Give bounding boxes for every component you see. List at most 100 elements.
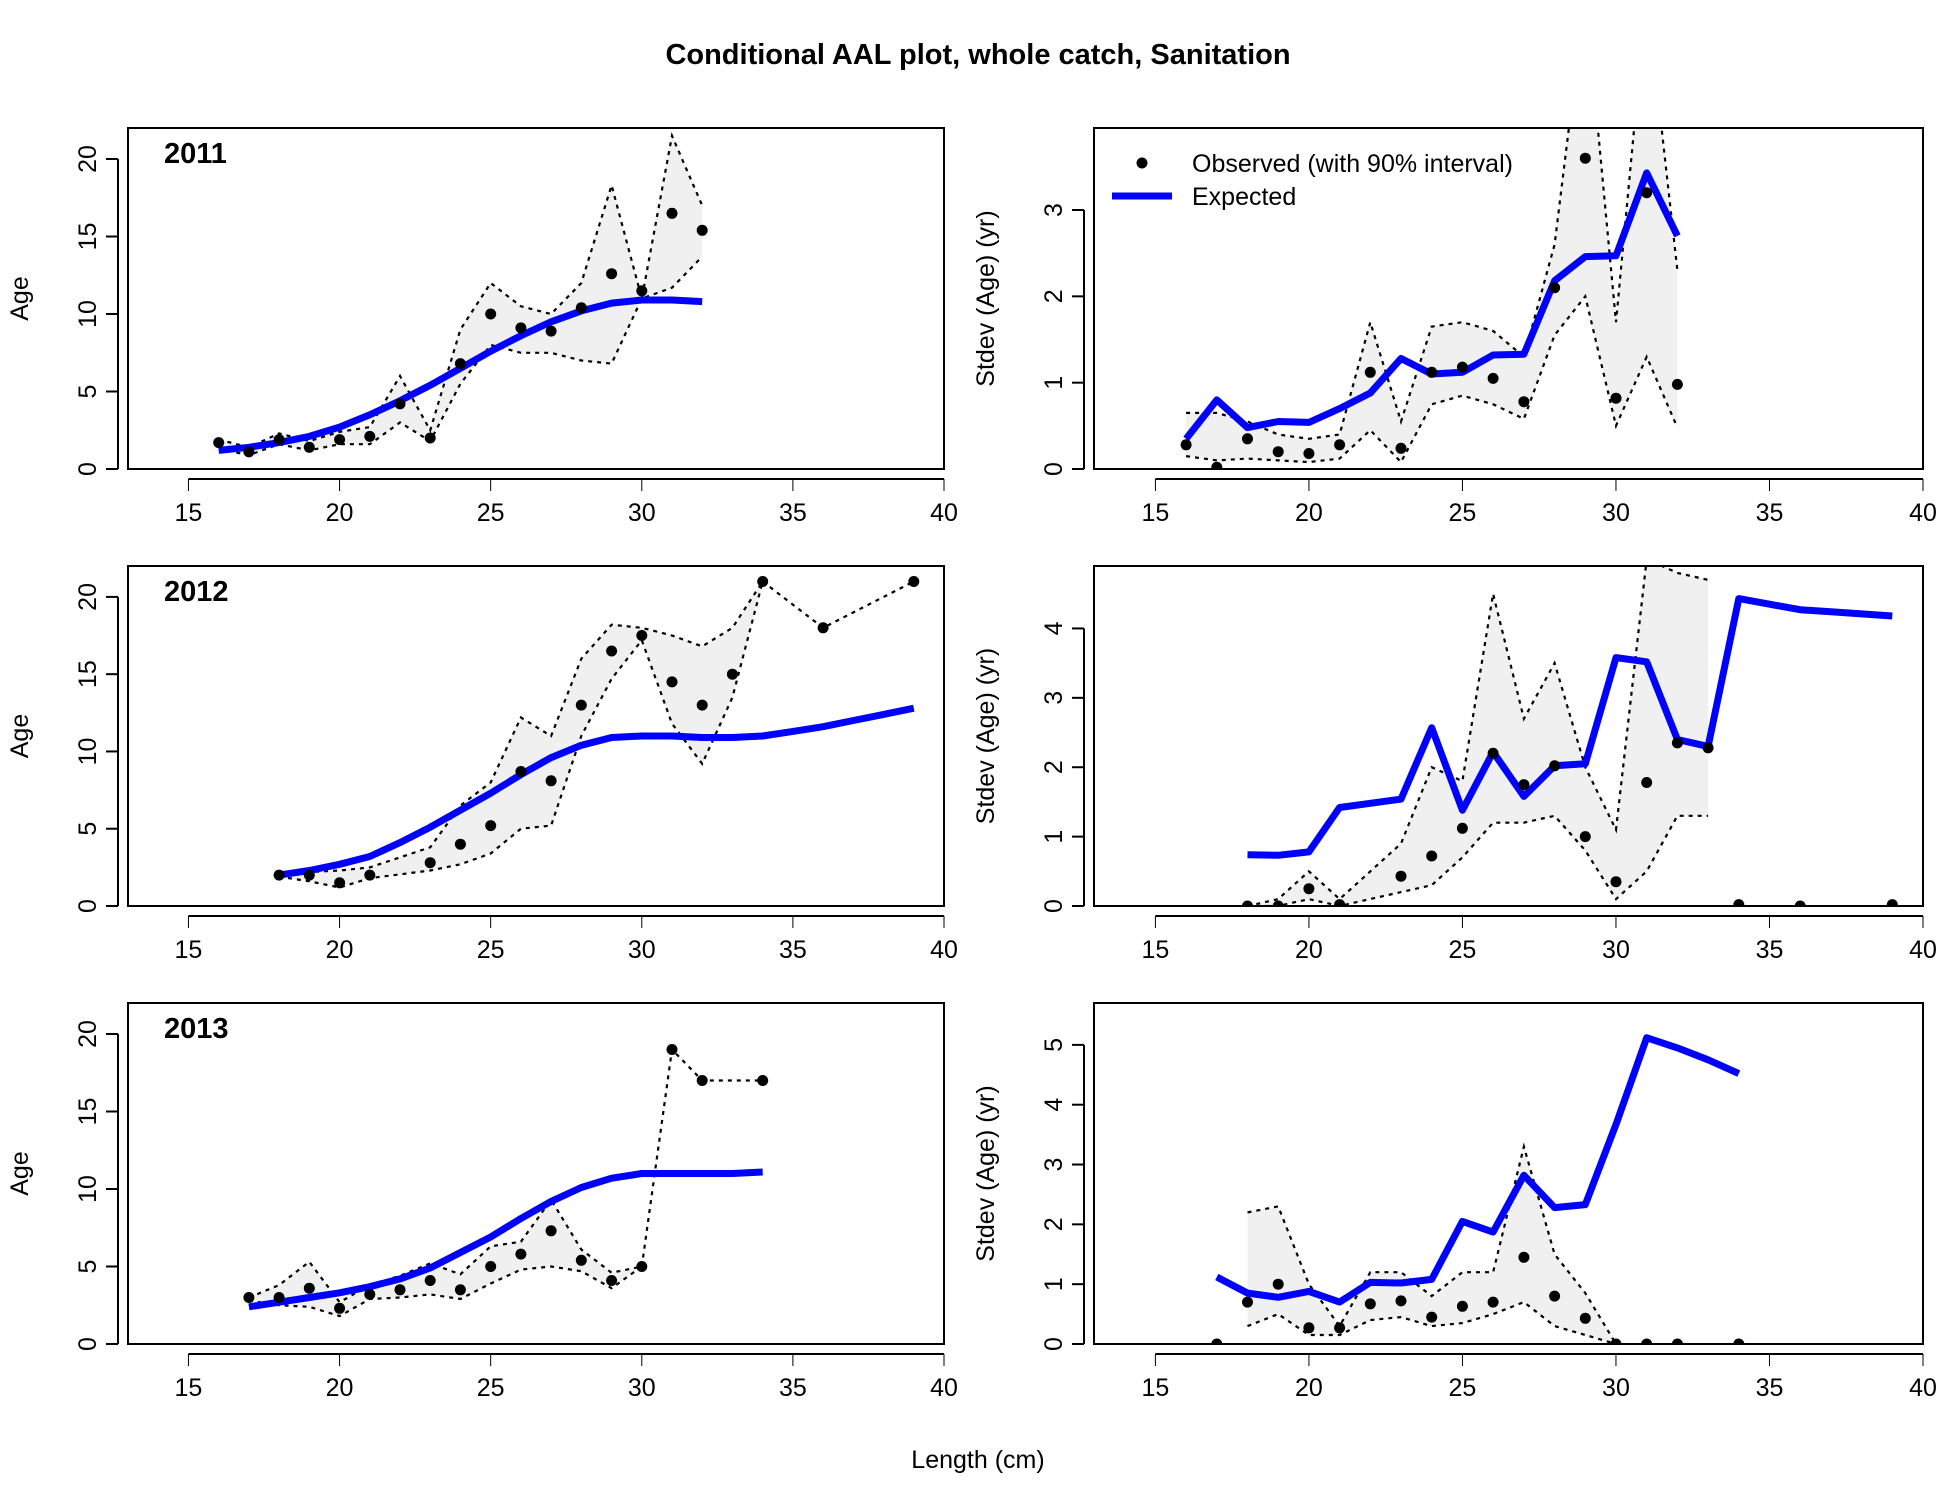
observed-point [243, 1292, 255, 1303]
panel-4: 15 20 25 30 35 40 0 1 2 3 4 Stdev (Age) (yr) [972, 565, 1937, 964]
observed-point [485, 820, 497, 832]
observed-point [1518, 1251, 1530, 1263]
observed-point [1579, 831, 1591, 843]
y-axis-label: Age [6, 714, 34, 758]
y-tick-label: 5 [74, 1260, 102, 1274]
observed-point [1180, 439, 1192, 451]
observed-point [1395, 870, 1407, 882]
y-axis-label: Age [6, 1151, 34, 1195]
observed-point [1671, 1338, 1683, 1344]
x-tick-label: 20 [326, 1374, 354, 1402]
y-tick-label: 2 [1040, 1217, 1068, 1231]
panel-6: 15 20 25 30 35 40 0 1 2 3 4 5 Stdev (Age) (yr) [972, 1002, 1937, 1402]
plot-area [1211, 1034, 1745, 1344]
observed-point [424, 1275, 436, 1286]
observed-point [1794, 900, 1806, 906]
x-tick-label: 25 [477, 936, 505, 964]
observed-point [1610, 392, 1622, 404]
observed-point [454, 358, 466, 370]
interval-lower-line [278, 581, 764, 889]
y-tick-label: 5 [1040, 1038, 1068, 1052]
y-tick-label: 10 [74, 738, 102, 766]
legend-observed-label: Observed (with 90% interval) [1192, 150, 1513, 178]
observed-point [1395, 442, 1407, 454]
observed-point [1334, 1322, 1346, 1334]
plot-area [243, 1044, 769, 1318]
observed-point [1518, 779, 1530, 791]
observed-point [424, 432, 436, 444]
observed-point [1487, 372, 1499, 384]
interval-upper-line [1247, 566, 1709, 906]
plot-frame [127, 127, 945, 470]
y-axis-label: Stdev (Age) (yr) [972, 648, 1000, 824]
x-tick-label: 15 [175, 1374, 203, 1402]
x-tick-label: 30 [1602, 936, 1630, 964]
observed-point [334, 877, 346, 889]
observed-point [545, 1225, 557, 1237]
year-label: 2012 [164, 576, 229, 608]
x-tick-label: 25 [1449, 499, 1477, 527]
observed-point [1641, 1338, 1653, 1344]
x-tick-label: 25 [477, 499, 505, 527]
observed-point [817, 622, 829, 634]
observed-point [908, 576, 920, 587]
y-tick-label: 1 [1040, 1277, 1068, 1291]
interval-upper-line [1186, 128, 1679, 440]
y-tick-label: 1 [1040, 376, 1068, 390]
observed-point [1702, 742, 1714, 754]
chart-title: Conditional AAL plot, whole catch, Sanit… [665, 39, 1290, 71]
observed-point [726, 668, 738, 680]
observed-point [364, 869, 376, 881]
observed-point [1426, 366, 1438, 378]
y-tick-label: 10 [74, 300, 102, 328]
y-tick-label: 2 [1040, 289, 1068, 303]
plot-frame [127, 565, 945, 907]
observed-point [1272, 1278, 1284, 1290]
observed-point [1487, 1296, 1499, 1308]
y-tick-label: 0 [74, 1337, 102, 1351]
y-tick-label: 15 [74, 660, 102, 688]
expected-line [278, 704, 915, 879]
observed-point [1549, 1290, 1561, 1302]
observed-point [1303, 448, 1315, 459]
observed-point [364, 1288, 376, 1300]
observed-point [757, 576, 769, 587]
plot-frame [1093, 1002, 1924, 1345]
plot-area [213, 132, 708, 458]
observed-point [485, 1261, 497, 1272]
observed-point [485, 308, 497, 320]
x-tick-label: 25 [477, 1374, 505, 1402]
interval-lower-line [248, 1265, 643, 1318]
legend-expected-label: Expected [1192, 183, 1296, 211]
y-axis-label: Age [6, 276, 34, 320]
observed-point [666, 676, 678, 688]
observed-point [1364, 1298, 1376, 1310]
y-tick-label: 1 [1040, 830, 1068, 844]
observed-point [1518, 396, 1530, 408]
observed-point [303, 441, 315, 453]
observed-point [1456, 361, 1468, 373]
observed-point [303, 1282, 315, 1294]
observed-point [515, 322, 527, 334]
y-axis-label: Stdev (Age) (yr) [972, 210, 1000, 386]
y-tick-label: 2 [1040, 760, 1068, 774]
x-tick-label: 25 [1449, 936, 1477, 964]
observed-point [1671, 378, 1683, 390]
x-tick-label: 20 [1295, 936, 1323, 964]
observed-point [575, 302, 587, 314]
x-tick-label: 15 [175, 499, 203, 527]
observed-point [1487, 747, 1499, 759]
observed-point [636, 285, 648, 297]
x-tick-label: 30 [628, 936, 656, 964]
observed-point [666, 207, 678, 219]
x-tick-label: 20 [1295, 499, 1323, 527]
y-tick-label: 15 [74, 223, 102, 251]
observed-point [454, 1284, 466, 1296]
interval-lower-line [1247, 814, 1709, 906]
observed-point [1334, 899, 1346, 906]
observed-point [575, 1254, 587, 1266]
observed-point [757, 1075, 769, 1086]
observed-point [454, 838, 466, 850]
observed-point [273, 434, 285, 446]
